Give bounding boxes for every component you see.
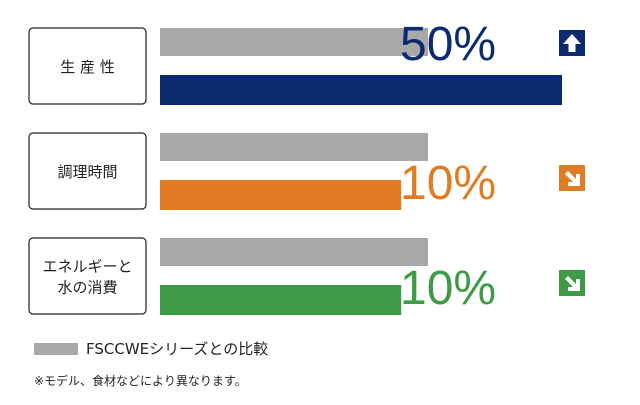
- baseline-bar: [160, 238, 428, 266]
- category-label: 調理時間: [57, 163, 117, 181]
- value-bar: [160, 180, 402, 210]
- arrow-up-icon: [563, 34, 581, 52]
- value-bar: [160, 285, 402, 315]
- category-label: 水の消費: [57, 279, 117, 297]
- legend-label: FSCCWEシリーズとの比較: [86, 340, 269, 358]
- baseline-bar: [160, 133, 428, 161]
- category-label-box: [28, 237, 147, 315]
- change-percent: 10%: [400, 262, 496, 315]
- category-label-box: [28, 27, 147, 105]
- legend-swatch: [34, 342, 78, 355]
- legend: FSCCWEシリーズとの比較: [34, 338, 268, 359]
- footnote: ※モデル、食材などにより異なります。: [34, 374, 247, 388]
- change-percent: 50%: [400, 18, 496, 71]
- category-label: 生 産 性: [60, 58, 115, 76]
- category-label-box: [28, 132, 147, 210]
- arrow-down-right-icon: [565, 171, 580, 186]
- value-bar: [160, 75, 562, 105]
- baseline-bar: [160, 28, 428, 56]
- arrow-down-right-icon: [565, 276, 580, 291]
- change-percent: 10%: [400, 157, 496, 210]
- category-label: エネルギーと: [42, 258, 132, 276]
